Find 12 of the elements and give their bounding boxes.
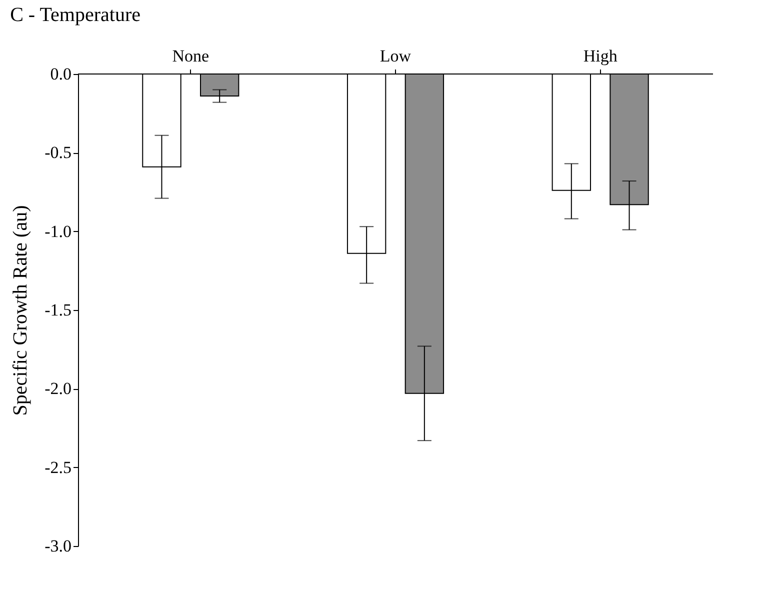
- chart-title: C - Temperature: [10, 4, 141, 26]
- y-tick-label: -3.0: [44, 536, 72, 556]
- x-tick-label: None: [172, 46, 210, 66]
- y-tick-label: -2.0: [44, 379, 72, 398]
- y-tick-label: 0.0: [50, 64, 72, 84]
- y-tick-label: -0.5: [44, 143, 72, 162]
- y-tick-label: -1.5: [44, 300, 72, 320]
- x-tick-label: Low: [380, 46, 412, 66]
- y-tick-label: -2.5: [44, 458, 72, 477]
- y-tick-label: -1.0: [44, 222, 72, 241]
- x-tick-label: High: [583, 46, 618, 66]
- y-axis-title: Specific Growth Rate (au): [10, 205, 32, 416]
